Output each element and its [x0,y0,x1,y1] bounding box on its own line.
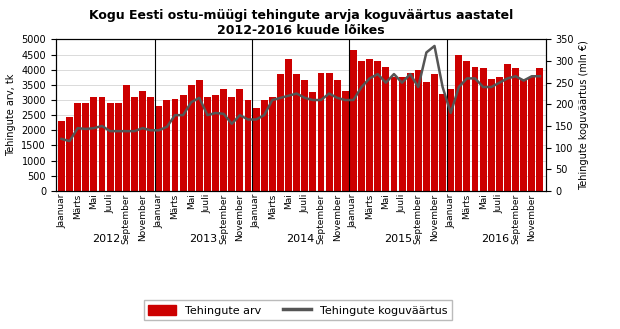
Bar [99,97,105,191]
Bar [180,95,187,191]
Bar [285,59,292,191]
Bar [107,103,113,191]
Bar [423,82,430,191]
Bar [496,77,503,191]
Bar [504,64,511,191]
Bar [399,77,405,191]
Bar [358,61,365,191]
Bar [350,50,357,191]
Bar [326,73,332,191]
Bar [188,85,195,191]
Bar [261,100,268,191]
Bar [464,61,471,191]
Bar [431,74,438,191]
Bar [139,91,146,191]
Bar [277,74,284,191]
Bar [156,106,162,191]
Bar [455,55,463,191]
Bar [383,67,389,191]
Bar [439,94,446,191]
Bar [342,91,348,191]
Bar [131,97,138,191]
Bar [236,89,243,191]
Bar [212,95,219,191]
Bar [164,100,170,191]
Text: 2014: 2014 [286,234,315,243]
Bar [374,61,381,191]
Bar [512,68,519,191]
Bar [293,74,300,191]
Bar [301,80,308,191]
Bar [253,108,260,191]
Bar [391,77,397,191]
Bar [172,98,179,191]
Text: 2013: 2013 [189,234,218,243]
Bar [488,79,495,191]
Bar [123,85,130,191]
Y-axis label: Tehingute arv, tk: Tehingute arv, tk [6,74,16,156]
Bar [220,89,227,191]
Bar [317,73,324,191]
Bar [447,89,454,191]
Bar [66,117,73,191]
Bar [309,92,316,191]
Bar [407,73,414,191]
Bar [528,77,535,191]
Bar [520,79,527,191]
Bar [147,97,154,191]
Bar [82,103,89,191]
Bar [115,103,122,191]
Y-axis label: Tehingute koguväärtus (mln €): Tehingute koguväärtus (mln €) [580,40,590,190]
Bar [204,97,211,191]
Bar [228,97,235,191]
Bar [269,97,276,191]
Bar [366,59,373,191]
Bar [74,103,81,191]
Text: 2016: 2016 [481,234,510,243]
Bar [415,70,422,191]
Bar [91,97,97,191]
Bar [472,67,479,191]
Text: 2015: 2015 [384,234,412,243]
Bar [480,68,487,191]
Title: Kogu Eesti ostu-müügi tehingute arvja koguväärtus aastatel
2012-2016 kuude lõike: Kogu Eesti ostu-müügi tehingute arvja ko… [89,9,513,37]
Bar [334,80,340,191]
Bar [58,121,65,191]
Bar [196,80,203,191]
Bar [244,100,252,191]
Bar [536,68,543,191]
Legend: Tehingute arv, Tehingute koguväärtus: Tehingute arv, Tehingute koguväärtus [143,300,452,320]
Text: 2012: 2012 [92,234,120,243]
